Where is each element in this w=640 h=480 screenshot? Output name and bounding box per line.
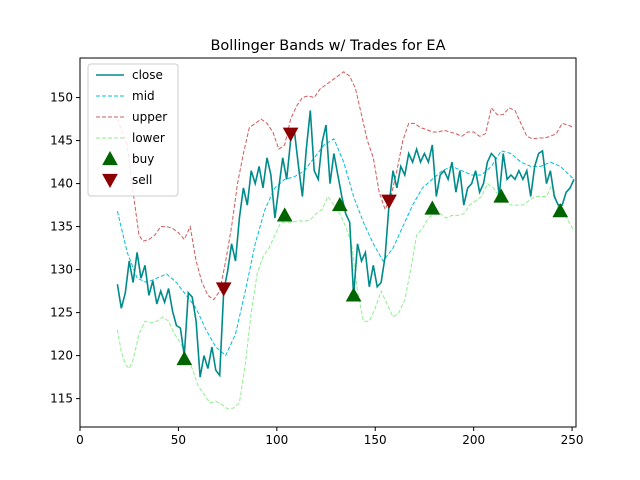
x-tick-label: 100 <box>265 433 288 447</box>
x-tick-label: 200 <box>462 433 485 447</box>
chart-title: Bollinger Bands w/ Trades for EA <box>210 38 445 54</box>
sell-marker <box>215 282 232 297</box>
y-tick-label: 150 <box>50 91 73 105</box>
y-tick-label: 145 <box>50 134 73 148</box>
y-tick-label: 125 <box>50 306 73 320</box>
legend-sell-swatch <box>102 173 118 189</box>
x-tick-label: 150 <box>364 433 387 447</box>
legend-upper-label: upper <box>132 110 167 124</box>
sell-marker <box>381 194 397 209</box>
buy-marker <box>552 203 569 218</box>
buy-marker <box>176 351 193 366</box>
buy-marker <box>493 188 510 203</box>
buy-marker <box>331 197 348 212</box>
legend-buy-swatch <box>102 150 118 166</box>
sell-marker <box>282 127 299 142</box>
legend-lower-label: lower <box>132 131 165 145</box>
x-tick-label: 0 <box>76 433 84 447</box>
buy-marker <box>424 200 441 215</box>
legend: close mid upper lower buy sell <box>87 63 179 197</box>
legend-buy-label: buy <box>132 152 154 166</box>
series-upper-line <box>116 71 575 301</box>
buy-marker <box>345 287 362 302</box>
series-mid-line <box>116 138 575 357</box>
axes: 0 50 100 150 200 250 115 120 125 130 135 140 145 150 <box>50 57 584 447</box>
y-tick-label: 120 <box>50 349 73 363</box>
legend-sell-label: sell <box>132 173 152 187</box>
buy-marker <box>276 207 293 222</box>
series-lower-line <box>116 182 575 410</box>
x-tick-label: 250 <box>561 433 584 447</box>
legend-mid-label: mid <box>132 89 155 103</box>
x-tick-label: 50 <box>171 433 186 447</box>
series-close-line <box>116 110 575 378</box>
y-tick-label: 135 <box>50 220 73 234</box>
y-tick-label: 140 <box>50 177 73 191</box>
legend-close-label: close <box>132 68 163 82</box>
plot-frame <box>79 57 577 428</box>
y-tick-label: 130 <box>50 263 73 277</box>
plot-area <box>116 71 575 410</box>
y-tick-label: 115 <box>50 392 73 406</box>
